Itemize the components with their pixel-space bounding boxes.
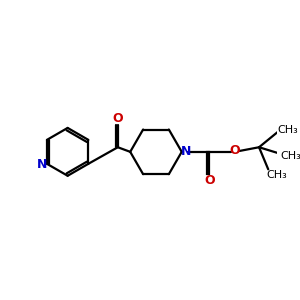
Text: CH₃: CH₃ [277, 125, 298, 135]
Text: N: N [181, 145, 191, 158]
Text: O: O [230, 144, 240, 158]
Text: CH₃: CH₃ [266, 170, 287, 180]
Text: CH₃: CH₃ [281, 152, 300, 161]
Text: O: O [204, 174, 215, 187]
Text: N: N [37, 158, 47, 171]
Text: O: O [112, 112, 123, 125]
